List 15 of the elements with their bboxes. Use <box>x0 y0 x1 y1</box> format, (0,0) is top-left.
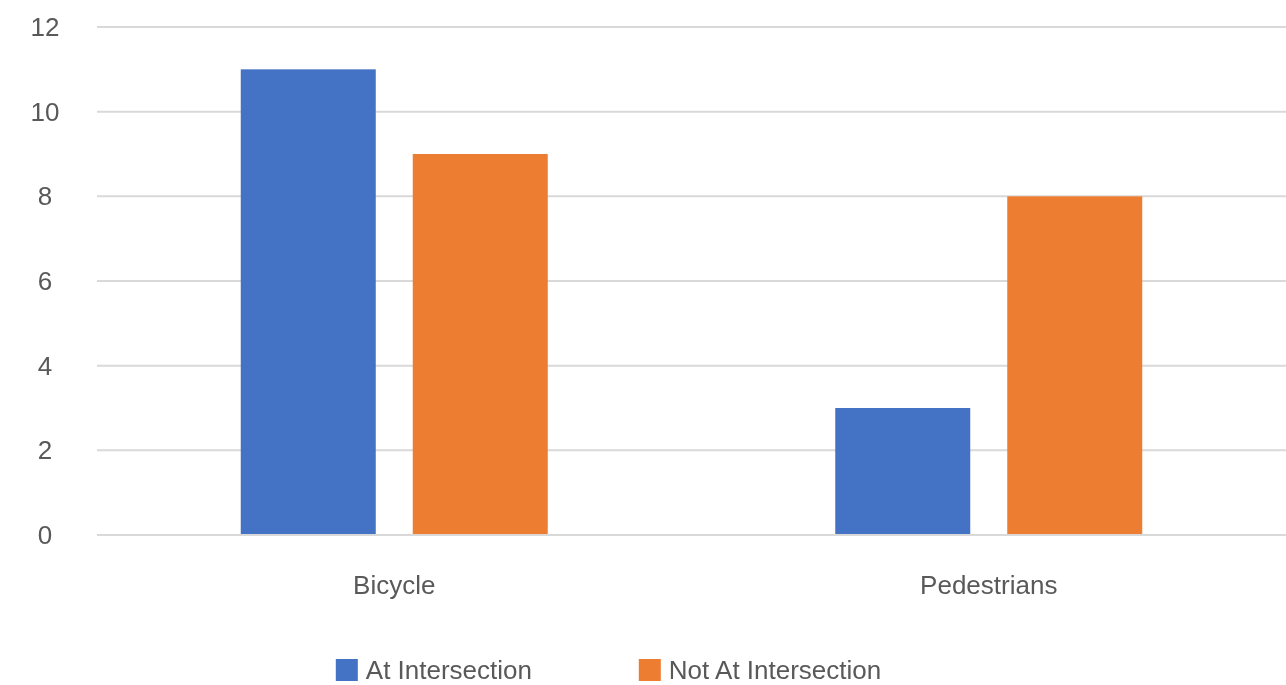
y-tick-label: 2 <box>37 435 53 466</box>
bar <box>412 154 548 535</box>
bar <box>835 408 971 535</box>
y-tick-label: 6 <box>37 266 53 297</box>
bar <box>1007 196 1143 535</box>
legend-label: Not At Intersection <box>668 655 882 685</box>
y-tick-label: 10 <box>30 96 60 127</box>
y-tick-label: 0 <box>37 520 53 551</box>
y-tick-label: 8 <box>37 181 53 212</box>
x-tick-label: Pedestrians <box>920 570 1058 601</box>
x-tick-label: Bicycle <box>353 570 436 601</box>
y-tick-label: 12 <box>30 12 60 43</box>
legend-label: At Intersection <box>365 655 532 685</box>
bar <box>240 69 376 535</box>
y-tick-label: 4 <box>37 350 53 381</box>
